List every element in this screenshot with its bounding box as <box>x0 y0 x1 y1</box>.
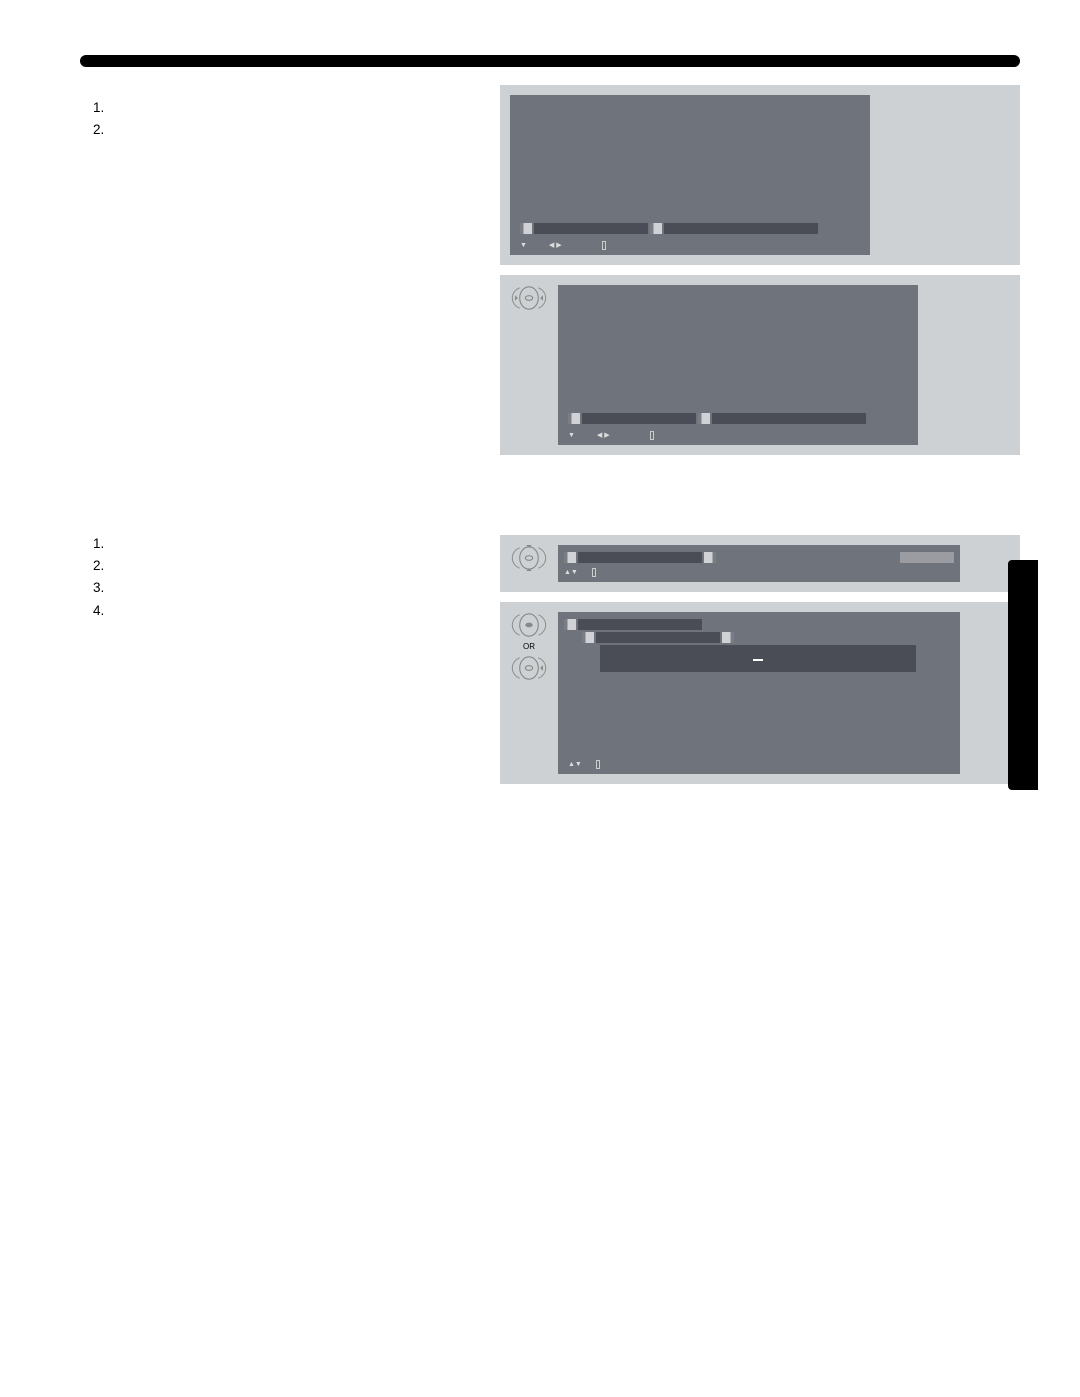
reset-button[interactable] <box>753 659 763 661</box>
tv-screen-off: ▼ ◀ ▶ <box>510 95 870 255</box>
cursor-pad-icon <box>510 285 548 311</box>
reset-dialog <box>600 645 916 672</box>
marker-icon <box>704 552 716 563</box>
section2-steps <box>80 535 480 620</box>
tv-reset-screen: ▲▼ <box>558 612 960 774</box>
menu-value <box>664 223 818 234</box>
cursor-pad-icon <box>510 655 548 681</box>
reset-title <box>578 619 702 630</box>
s2-step2 <box>108 557 480 575</box>
or-label: OR <box>523 642 535 651</box>
tv-screen-on: ▼ ◀ ▶ <box>558 285 918 445</box>
section-reset-video: ▲▼ OR <box>80 535 1020 794</box>
step-1 <box>108 99 480 117</box>
menu-value <box>712 413 866 424</box>
marker-icon <box>520 223 532 234</box>
marker-icon <box>722 632 734 643</box>
left-column-2 <box>80 535 480 794</box>
hint-row: ▼ ◀ ▶ <box>568 431 654 439</box>
right-column-1: ▼ ◀ ▶ <box>500 85 1020 465</box>
reset-subtitle <box>596 632 720 643</box>
reset-screen-wrap: OR <box>500 602 1020 784</box>
s2-step3 <box>108 579 480 597</box>
marker-icon <box>564 552 576 563</box>
section-black-side-panel: ▼ ◀ ▶ <box>80 85 1020 465</box>
marker-icon <box>582 632 594 643</box>
menu-title <box>578 552 702 563</box>
hint-row: ▼ ◀ ▶ <box>520 241 606 249</box>
s2-step4 <box>108 602 480 620</box>
marker-icon <box>564 619 576 630</box>
marker-icon <box>650 223 662 234</box>
cursor-pad-icon <box>510 545 548 571</box>
section1-steps <box>80 99 480 139</box>
cursor-pad-icon <box>510 612 548 638</box>
s2-step1 <box>108 535 480 553</box>
screen-on-wrap: ▼ ◀ ▶ <box>500 275 1020 455</box>
left-column-1 <box>80 85 480 465</box>
menu-label <box>582 413 696 424</box>
right-column-2: ▲▼ OR <box>500 535 1020 794</box>
step-2 <box>108 121 480 139</box>
menu-label <box>534 223 648 234</box>
manual-page: ▼ ◀ ▶ <box>0 0 1080 834</box>
video-menu-wrap: ▲▼ <box>500 535 1020 592</box>
menu-badge <box>900 552 954 563</box>
title-bar <box>80 55 1020 67</box>
marker-icon <box>568 413 580 424</box>
tv-video-menu: ▲▼ <box>558 545 960 582</box>
side-tab <box>1008 560 1038 790</box>
screen-off-wrap: ▼ ◀ ▶ <box>500 85 1020 265</box>
marker-icon <box>698 413 710 424</box>
